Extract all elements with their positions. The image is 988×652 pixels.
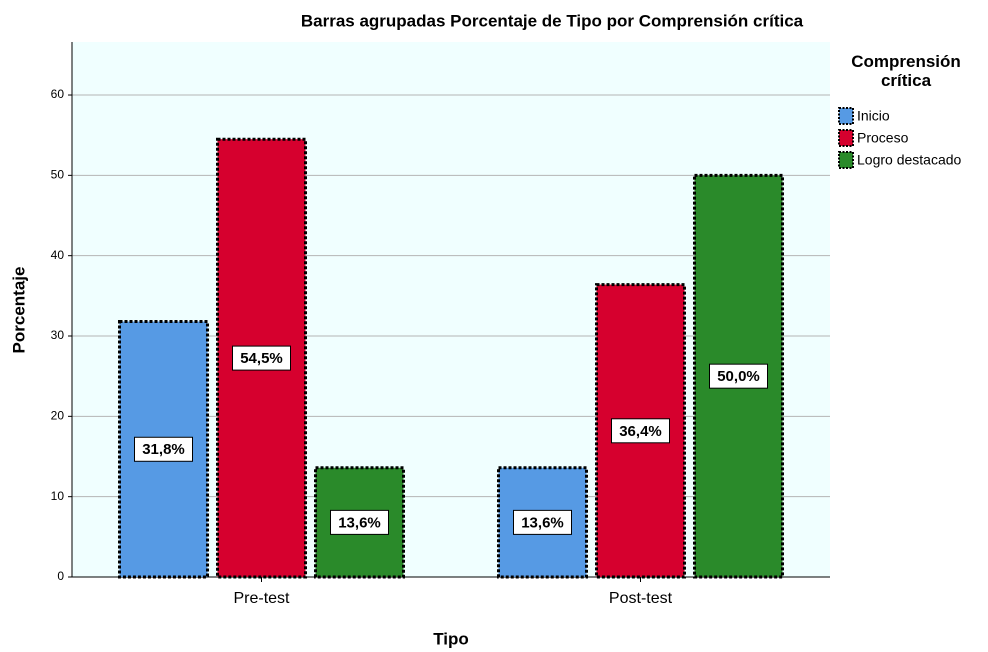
legend-label: Inicio [857,108,890,124]
value-label: 13,6% [338,514,381,531]
y-tick-label: 60 [51,87,65,101]
value-label-box [330,509,389,535]
x-tick-label: Pre-test [233,590,290,607]
y-tick-label: 20 [51,409,65,423]
legend-swatch [838,151,854,169]
y-tick-label: 0 [57,569,64,583]
value-label: 13,6% [521,514,564,531]
value-label: 36,4% [619,423,662,440]
x-tick-label: Post-test [609,590,673,607]
legend-label: Logro destacado [857,152,962,168]
value-label-box [134,436,193,462]
x-axis-label: Tipo [433,629,469,648]
y-tick-label: 10 [51,489,65,503]
legend-swatch [838,129,854,147]
value-label-box [709,363,768,389]
value-label: 50,0% [717,368,760,385]
y-tick-label: 40 [51,248,65,262]
y-tick-label: 50 [51,168,65,182]
chart-title: Barras agrupadas Porcentaje de Tipo por … [301,11,804,30]
y-axis-label: Porcentaje [9,267,28,354]
value-label-box [513,509,572,535]
legend-title: Comprensión crítica [851,52,961,90]
legend-label: Proceso [857,130,909,146]
legend-swatch [838,107,854,125]
y-tick-label: 30 [51,328,65,342]
value-label: 31,8% [142,441,185,458]
value-label-box [611,418,670,444]
value-label-box [232,345,291,371]
value-label: 54,5% [240,350,283,367]
